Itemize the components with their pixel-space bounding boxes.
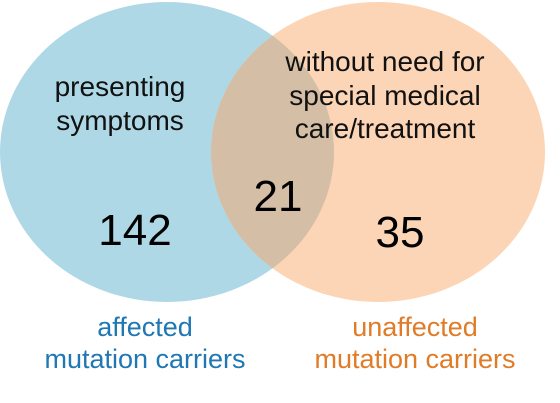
affected-carriers-caption: affected mutation carriers	[44, 312, 246, 375]
overlap-region	[211, 2, 334, 302]
unaffected-only-count: 35	[375, 208, 425, 257]
affected-only-count: 142	[98, 206, 172, 255]
overlap-count: 21	[253, 172, 303, 221]
unaffected-carriers-caption: unaffected mutation carriers	[314, 312, 516, 375]
presenting-symptoms-label: presenting symptoms	[54, 71, 186, 136]
no-special-care-label: without need for special medical care/tr…	[285, 46, 485, 145]
